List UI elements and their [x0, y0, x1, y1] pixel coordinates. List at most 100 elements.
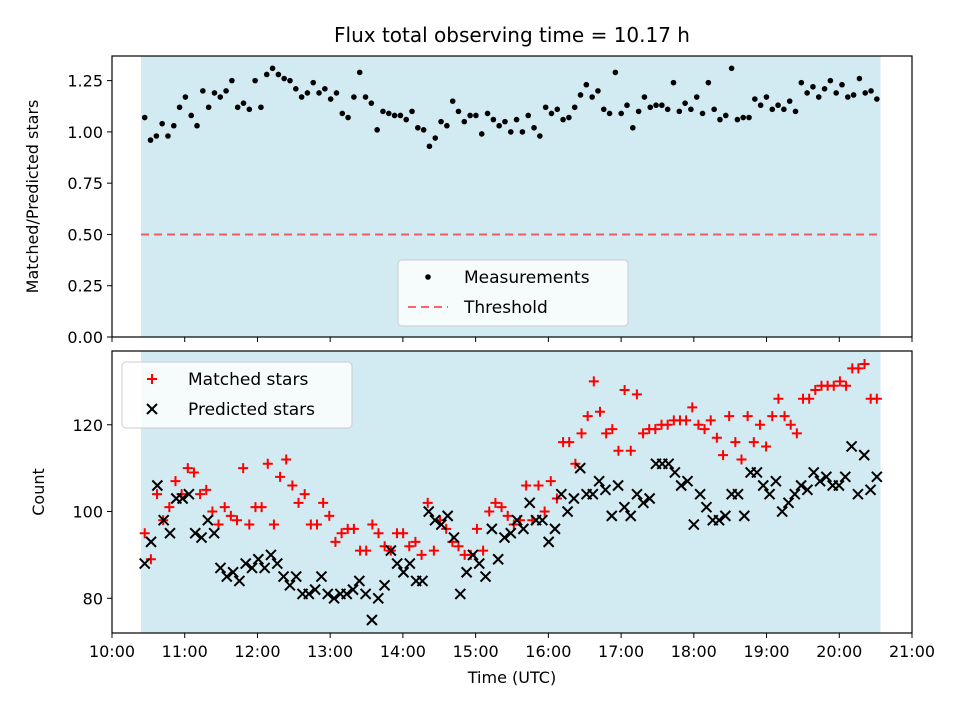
predicted-star-point — [776, 505, 788, 518]
measurement-point — [688, 106, 694, 113]
predicted-star-point — [738, 510, 751, 522]
measurement-point — [839, 81, 845, 88]
predicted-star-point — [694, 488, 706, 500]
matched-star-point — [773, 393, 784, 404]
measurement-point — [170, 122, 177, 129]
predicted-star-point — [536, 514, 549, 526]
measurement-point — [153, 133, 160, 139]
predicted-star-point — [662, 458, 675, 470]
matched-star-point — [601, 428, 612, 439]
measurement-point — [217, 94, 224, 100]
x-tick-label: 19:00 — [743, 642, 789, 661]
measurement-point — [815, 94, 822, 100]
matched-star-point — [607, 424, 618, 435]
measurement-point — [769, 106, 776, 113]
predicted-star-point — [801, 484, 814, 496]
measurement-point — [740, 114, 747, 121]
predicted-star-point — [542, 536, 555, 548]
matched-star-point — [379, 541, 390, 552]
predicted-star-point — [486, 523, 498, 535]
y-tick-label: 120 — [72, 416, 103, 435]
predicted-star-point — [555, 488, 567, 500]
x-axis-label: Time (UTC) — [467, 668, 556, 687]
measurement-point — [310, 79, 317, 86]
predicted-star-point — [751, 466, 763, 479]
predicted-star-point — [372, 592, 384, 604]
matched-star-point — [761, 441, 772, 452]
predicted-star-point — [732, 488, 744, 500]
measurement-point — [868, 88, 874, 94]
measurement-point — [641, 94, 648, 100]
predicted-star-point — [366, 614, 378, 626]
predicted-star-point — [700, 501, 713, 513]
matched-star-point — [625, 445, 636, 456]
measurement-point — [409, 108, 415, 115]
matched-star-point — [496, 502, 507, 513]
predicted-star-point — [265, 549, 277, 561]
y-tick-label: 1.00 — [67, 123, 103, 142]
measurement-point — [531, 124, 537, 131]
predicted-star-point — [441, 510, 454, 522]
predicted-star-point — [385, 544, 397, 557]
predicted-star-point — [473, 557, 485, 570]
predicted-star-point — [631, 488, 643, 500]
matched-star-point — [662, 419, 673, 430]
measurement-point — [757, 102, 764, 109]
measurement-point — [287, 77, 293, 84]
measurement-point — [786, 98, 793, 104]
predicted-star-point — [593, 475, 605, 487]
predicted-star-point — [568, 492, 580, 505]
measurement-point — [205, 104, 212, 111]
predicted-star-point — [770, 475, 782, 487]
matched-star-point — [367, 519, 378, 530]
measurement-point — [188, 112, 195, 119]
measurement-point — [612, 69, 619, 76]
matched-star-point — [681, 415, 692, 426]
legend-label: Matched stars — [188, 370, 308, 390]
axes-frame — [111, 350, 913, 634]
measurement-point — [269, 65, 276, 72]
measurement-point — [589, 94, 595, 100]
measurement-point — [333, 90, 340, 96]
matched-star-point — [152, 489, 163, 500]
predicted-star-point — [315, 570, 328, 583]
matched-star-point — [139, 528, 150, 539]
predicted-star-point — [763, 488, 776, 500]
predicted-star-point — [808, 466, 820, 479]
predicted-star-point — [347, 583, 359, 596]
measurement-point — [345, 114, 351, 121]
measurement-point — [810, 83, 816, 90]
x-tick-label: 11:00 — [162, 642, 208, 661]
measurement-point — [583, 81, 590, 88]
predicted-star-point — [637, 497, 650, 509]
measurement-point — [252, 77, 258, 84]
measurement-point — [432, 135, 439, 141]
measurement-point — [182, 94, 189, 100]
measurement-point — [647, 104, 654, 111]
measurement-point — [728, 65, 735, 72]
measurement-point — [438, 118, 444, 125]
y-axis-label: Count — [29, 468, 48, 516]
matched-star-point — [791, 428, 802, 439]
predicted-star-point — [713, 514, 725, 526]
predicted-star-point — [252, 553, 265, 565]
measurement-point — [147, 137, 154, 143]
legend-plus-marker — [147, 374, 157, 384]
measurement-point — [850, 92, 857, 98]
matched-star-point — [422, 497, 433, 508]
measurement-point — [763, 94, 770, 100]
measurement-point — [844, 94, 851, 100]
predicted-star-point — [517, 523, 530, 535]
matched-star-point — [834, 376, 845, 387]
predicted-star-point — [391, 557, 403, 570]
matched-star-point — [718, 450, 729, 461]
predicted-star-point — [246, 562, 258, 574]
matched-star-point — [711, 432, 722, 443]
predicted-star-point — [669, 466, 681, 479]
predicted-star-point — [612, 479, 624, 492]
x-tick-label: 13:00 — [307, 642, 353, 661]
measurement-point — [752, 96, 758, 102]
measurement-point — [630, 124, 636, 131]
measurement-point — [351, 94, 357, 100]
matched-star-point — [299, 489, 310, 500]
